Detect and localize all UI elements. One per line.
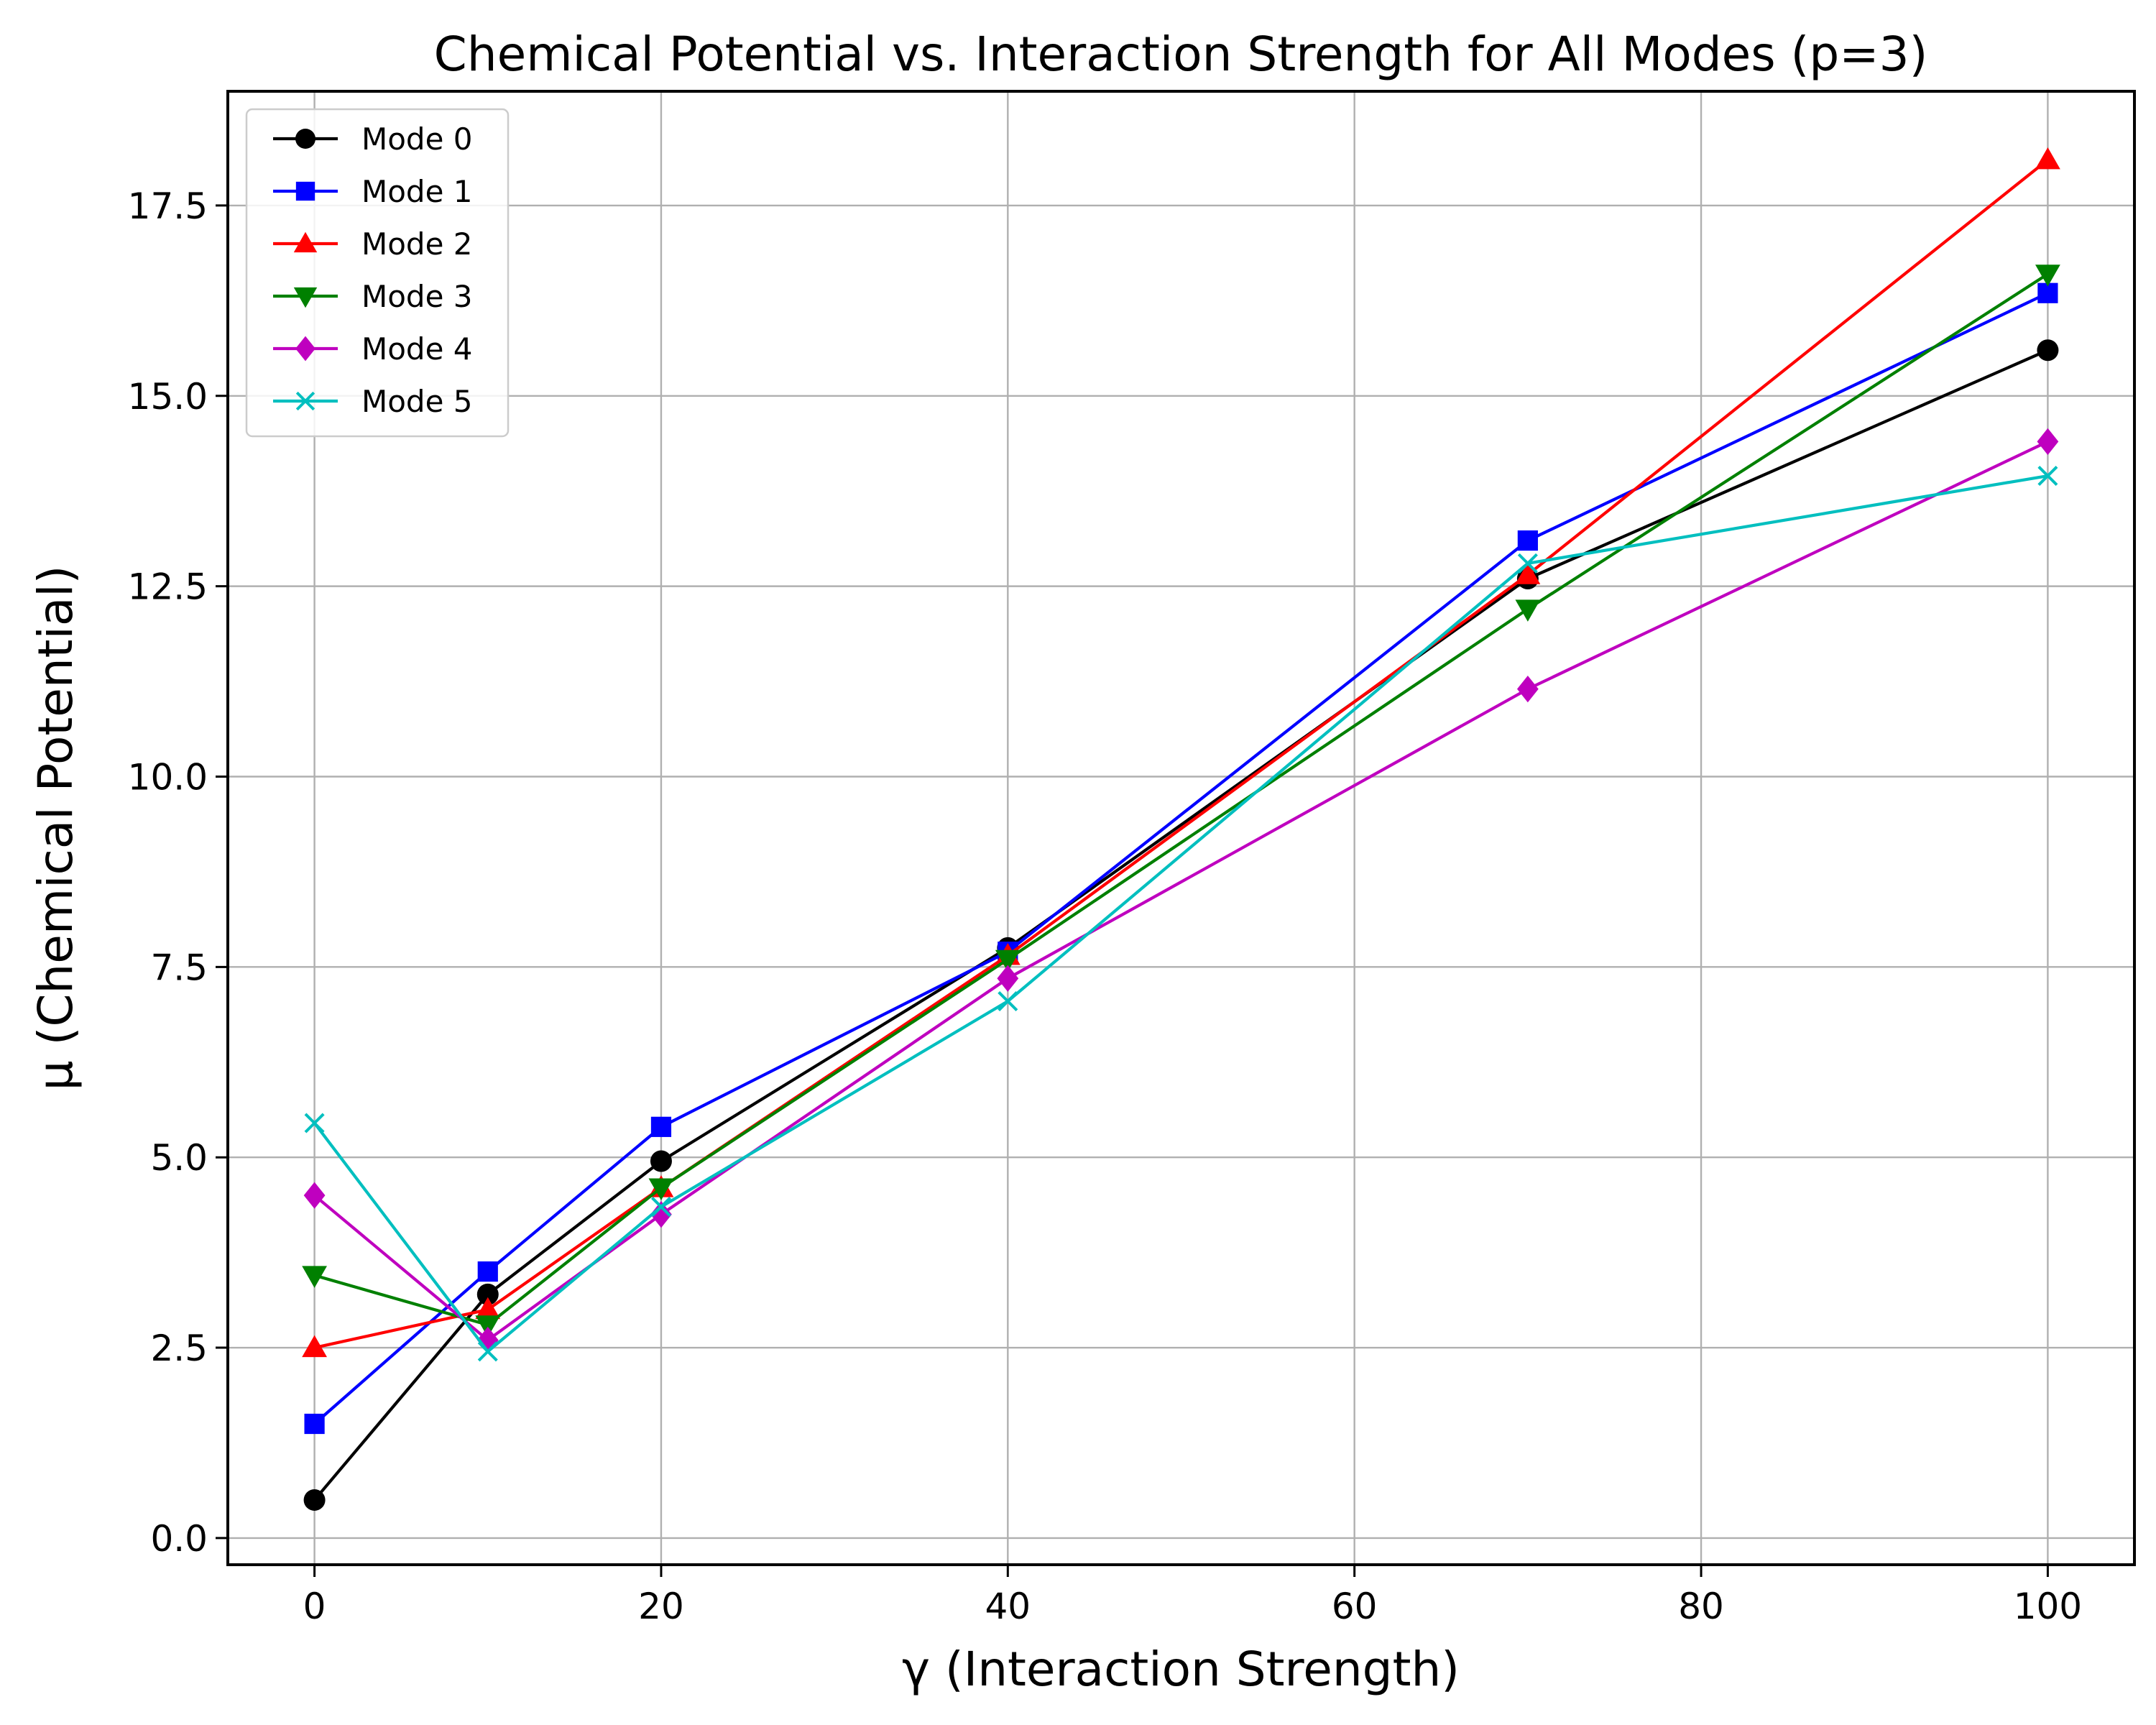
x-tick-label: 40 xyxy=(985,1586,1031,1627)
legend-label: Mode 4 xyxy=(361,331,473,367)
legend-marker xyxy=(293,231,318,253)
data-point xyxy=(2035,264,2060,287)
data-point xyxy=(303,1489,326,1511)
data-point xyxy=(303,1182,326,1209)
x-axis-ticks: 0 20 40 60 80 100 xyxy=(303,1565,2082,1627)
series-mode-5 xyxy=(304,465,2058,1362)
series-line xyxy=(313,291,2049,1425)
series-line xyxy=(313,440,2049,1342)
data-point xyxy=(2037,465,2058,487)
legend-marker xyxy=(295,336,315,362)
data-point xyxy=(302,1335,327,1358)
legend-label: Mode 1 xyxy=(361,174,473,209)
data-point xyxy=(475,1315,501,1338)
y-tick-label: 15.0 xyxy=(128,376,208,418)
data-point xyxy=(477,1261,498,1282)
legend-item-mode-5: Mode 5 xyxy=(273,384,473,419)
data-point xyxy=(302,1266,327,1288)
data-point xyxy=(477,1341,498,1362)
x-tick-label: 0 xyxy=(303,1586,326,1627)
series-line xyxy=(313,349,2049,1501)
x-axis-label: γ (Interaction Strength) xyxy=(902,1642,1460,1697)
y-tick-label: 5.0 xyxy=(150,1137,208,1179)
y-tick-label: 0.0 xyxy=(150,1518,208,1560)
data-point xyxy=(476,1283,499,1305)
y-tick-label: 7.5 xyxy=(150,947,208,988)
legend-label: Mode 5 xyxy=(361,384,473,419)
legend-item-mode-1: Mode 1 xyxy=(273,174,473,209)
legend-item-mode-2: Mode 2 xyxy=(273,226,473,262)
x-tick-label: 60 xyxy=(1332,1586,1378,1627)
legend: Mode 0 Mode 1 Mode 2 Mode 3 Mode 4 Mode 5 xyxy=(245,108,510,438)
data-point xyxy=(304,1113,325,1133)
series-layer xyxy=(302,147,2060,1511)
data-point xyxy=(1515,599,1541,622)
legend-label: Mode 0 xyxy=(361,121,473,157)
y-tick-label: 17.5 xyxy=(128,185,208,227)
plot-area-frame xyxy=(226,90,2136,1566)
data-point xyxy=(1515,562,1541,584)
legend-label: Mode 2 xyxy=(361,226,473,262)
y-axis-label: μ (Chemical Potential) xyxy=(28,566,83,1091)
data-point xyxy=(2037,339,2059,362)
data-point xyxy=(650,1201,672,1228)
legend-marker xyxy=(295,391,315,411)
data-point xyxy=(2037,428,2059,455)
data-point xyxy=(2035,147,2060,170)
y-axis-ticks: 0.0 2.5 5.0 7.5 10.0 12.5 15.0 17.5 xyxy=(128,185,228,1560)
legend-marker xyxy=(295,129,315,149)
legend-item-mode-4: Mode 4 xyxy=(273,331,473,367)
legend-item-mode-3: Mode 3 xyxy=(273,279,473,314)
legend-marker xyxy=(293,287,318,308)
data-point xyxy=(304,1413,325,1435)
y-tick-label: 12.5 xyxy=(128,566,208,608)
data-point xyxy=(475,1297,501,1320)
x-tick-label: 100 xyxy=(2014,1586,2082,1627)
legend-label: Mode 3 xyxy=(361,279,473,314)
data-point xyxy=(1517,530,1538,551)
y-tick-label: 10.0 xyxy=(128,756,208,798)
data-point xyxy=(1517,553,1538,574)
x-tick-label: 20 xyxy=(638,1586,684,1627)
data-point xyxy=(650,1150,672,1172)
legend-marker xyxy=(295,181,315,201)
y-tick-label: 2.5 xyxy=(150,1328,208,1369)
data-point xyxy=(998,991,1018,1012)
data-point xyxy=(1516,676,1539,703)
data-point xyxy=(648,1178,674,1200)
data-point xyxy=(997,965,1019,992)
chart-title: Chemical Potential vs. Interaction Stren… xyxy=(434,27,1928,82)
x-tick-label: 80 xyxy=(1678,1586,1724,1627)
data-point xyxy=(995,949,1021,972)
grid-lines xyxy=(228,91,2134,1565)
legend-item-mode-0: Mode 0 xyxy=(273,121,473,157)
data-point xyxy=(650,1197,671,1218)
series-line xyxy=(313,474,2048,1353)
data-point xyxy=(650,1116,672,1137)
